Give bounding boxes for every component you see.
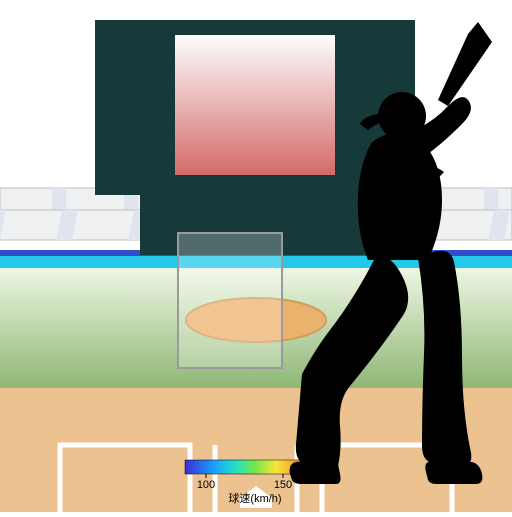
svg-text:100: 100 (197, 479, 215, 491)
svg-text:150: 150 (274, 479, 292, 491)
stage-svg: 100 150球速(km/h) (0, 0, 512, 512)
svg-text:球速(km/h): 球速(km/h) (228, 491, 281, 505)
strike-zone (178, 233, 282, 368)
pitch-scene: 100 150球速(km/h) (0, 0, 512, 512)
